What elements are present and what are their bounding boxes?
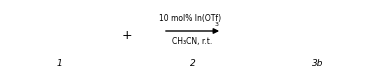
Text: +: +	[122, 28, 132, 42]
Text: CH₃CN, r.t.: CH₃CN, r.t.	[172, 37, 213, 46]
Text: 10 mol% In(OTf): 10 mol% In(OTf)	[160, 14, 222, 23]
Text: 1: 1	[56, 59, 62, 68]
Text: 2: 2	[190, 59, 196, 68]
Text: 3: 3	[215, 22, 219, 27]
Text: 3b: 3b	[312, 59, 324, 68]
